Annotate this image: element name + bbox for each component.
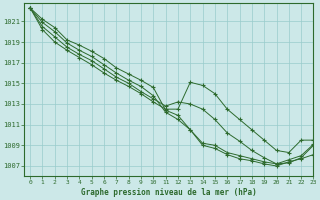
X-axis label: Graphe pression niveau de la mer (hPa): Graphe pression niveau de la mer (hPa): [81, 188, 257, 197]
